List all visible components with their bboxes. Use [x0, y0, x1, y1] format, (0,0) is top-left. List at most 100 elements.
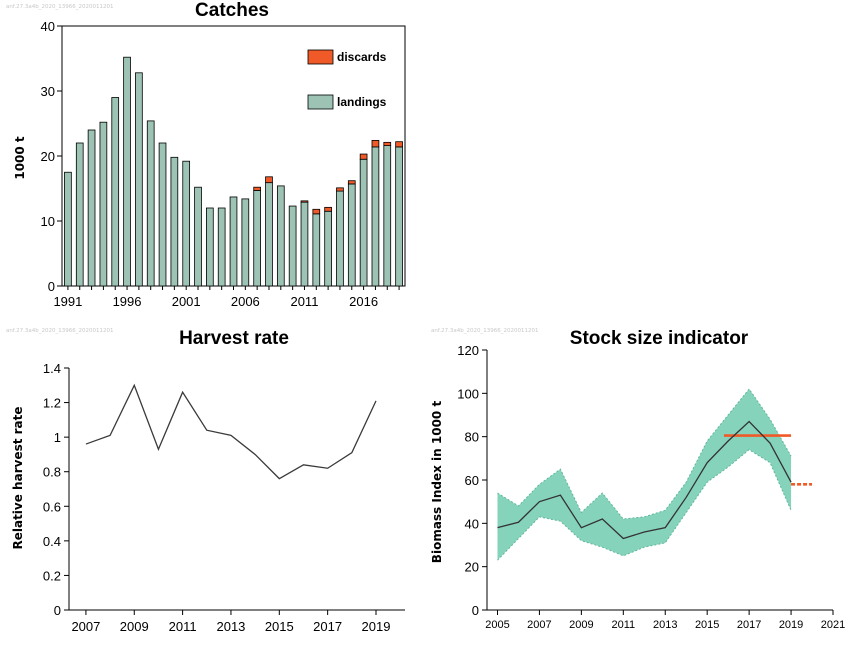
watermark: anf.27.3a4b_2020_13966_2020011201 — [6, 328, 113, 334]
y-tick-label: 80 — [465, 430, 479, 445]
bar-landings-2014 — [336, 190, 344, 287]
x-tick-label: 2006 — [231, 294, 260, 309]
legend-label-landings: landings — [337, 95, 387, 109]
harvest-rate-chart: anf.27.3a4b_2020_13966_2020011201 Harves… — [6, 328, 405, 634]
y-tick-label: 1 — [54, 430, 61, 445]
x-tick-label: 2007 — [527, 619, 551, 631]
bar-discards-2014 — [336, 187, 344, 192]
chart-title: Catches — [195, 0, 269, 21]
y-tick-label: 120 — [457, 343, 479, 358]
bar-landings-1999 — [158, 142, 167, 287]
y-tick-label: 0.6 — [43, 499, 61, 514]
y-tick-label: 20 — [465, 560, 479, 575]
y-axis-title: Biomass Index in 1000 t — [430, 401, 444, 564]
legend-label-discards: discards — [337, 50, 387, 64]
bar-landings-2005 — [229, 196, 238, 287]
chart-title: Harvest rate — [179, 328, 289, 349]
bar-landings-2008 — [265, 182, 273, 287]
x-tick-label: 2009 — [120, 619, 149, 634]
harvest-rate-line — [85, 383, 377, 480]
x-tick-label: 2021 — [821, 619, 845, 631]
x-tick-label: 2017 — [737, 619, 761, 631]
y-tick-label: 0 — [48, 279, 55, 294]
bar-discards-2018 — [383, 141, 392, 147]
bar-landings-1991 — [64, 171, 72, 287]
y-tick-label: 0.2 — [43, 568, 61, 583]
y-tick-label: 40 — [41, 19, 55, 34]
bar-landings-2011 — [300, 201, 309, 287]
x-tick-label: 2007 — [71, 619, 100, 634]
bar-landings-2015 — [347, 183, 356, 287]
x-tick-label: 2013 — [653, 619, 677, 631]
y-tick-label: 60 — [465, 473, 479, 488]
bar-landings-1997 — [135, 72, 143, 287]
plot-area: 0 0.2 0.4 0.6 0.8 1 1.2 1.4 2007 2009 2011 2013 2015… — [43, 361, 405, 634]
y-tick-label: 20 — [41, 149, 55, 164]
bar-landings-1995 — [111, 97, 120, 287]
bar-discards-2012 — [312, 208, 321, 215]
y-tick-label: 1.2 — [43, 396, 61, 411]
x-tick-label: 2019 — [779, 619, 803, 631]
bar-landings-1998 — [146, 120, 155, 287]
y-tick-label: 0 — [54, 603, 61, 618]
band-lower-edge — [497, 449, 792, 561]
bar-discards-2015 — [347, 180, 356, 185]
x-tick-label: 2013 — [216, 619, 245, 634]
y-tick-label: 10 — [41, 214, 55, 229]
bar-landings-1994 — [99, 121, 108, 287]
bar-landings-2004 — [217, 207, 226, 287]
catches-panel: anf.27.3a4b_2020_13966_2020011201 Catche… — [0, 0, 425, 320]
x-tick-label: 2016 — [349, 294, 378, 309]
legend-swatch-landings — [307, 94, 334, 110]
y-axis-title: 1000 t — [13, 136, 27, 180]
bar-landings-2002 — [194, 186, 202, 287]
x-tick-label: 2017 — [313, 619, 342, 634]
bar-discards-2019 — [395, 141, 403, 148]
bar-discards-2016 — [359, 153, 368, 160]
x-tick-label: 2005 — [485, 619, 509, 631]
catches-chart: anf.27.3a4b_2020_13966_2020011201 Catche… — [6, 0, 406, 309]
bar-landings-1992 — [75, 142, 84, 287]
stock-size-panel: anf.27.3a4b_2020_13966_2020011201 Stock … — [425, 320, 850, 650]
x-tick-label: 2019 — [362, 619, 391, 634]
bar-discards-2011 — [300, 200, 309, 203]
y-tick-label: 40 — [465, 516, 479, 531]
x-tick-label: 2009 — [569, 619, 593, 631]
y-tick-label: 1.4 — [43, 361, 61, 376]
y-tick-label: 30 — [41, 84, 55, 99]
x-tick-label: 2011 — [290, 294, 318, 309]
legend: discards landings — [307, 49, 387, 110]
watermark: anf.27.3a4b_2020_13966_2020011201 — [431, 328, 538, 334]
bar-landings-2018 — [383, 145, 392, 287]
bar-landings-1993 — [87, 129, 96, 287]
bar-landings-2010 — [288, 205, 297, 287]
bar-landings-2013 — [324, 210, 332, 287]
plot-area: 0 10 20 30 40 1991 1996 2001 2006 2011 2016 — [41, 19, 406, 309]
bar-landings-2009 — [276, 185, 285, 287]
y-tick-label: 0.8 — [43, 465, 61, 480]
bar-landings-2007 — [253, 190, 261, 287]
bar-landings-2012 — [312, 213, 321, 287]
bar-landings-2001 — [182, 160, 191, 287]
biomass-index-line — [497, 420, 792, 540]
bar-discards-2013 — [324, 206, 332, 212]
bar-discards-2008 — [265, 176, 273, 184]
x-tick-label: 1991 — [53, 294, 82, 309]
bar-discards-2017 — [371, 139, 380, 148]
legend-swatch-discards — [307, 49, 334, 65]
plot-area: 0 20 40 60 80 100 120 2005 2007 2009 2011 2013 2015 2… — [457, 343, 845, 631]
x-tick-label: 2015 — [695, 619, 719, 631]
bar-landings-2003 — [206, 207, 214, 287]
y-tick-label: 0.4 — [43, 534, 61, 549]
bar-landings-2016 — [359, 158, 368, 287]
bar-landings-2019 — [395, 146, 403, 287]
harvest-rate-panel: anf.27.3a4b_2020_13966_2020011201 Harves… — [0, 320, 425, 650]
confidence-band — [497, 389, 792, 561]
x-tick-label: 2001 — [172, 294, 201, 309]
stock-size-chart: anf.27.3a4b_2020_13966_2020011201 Stock … — [430, 328, 845, 631]
bar-landings-1996 — [123, 56, 131, 287]
bar-landings-2017 — [371, 146, 380, 287]
bar-discards-2007 — [253, 186, 261, 191]
y-tick-label: 100 — [457, 386, 479, 401]
x-tick-label: 1996 — [113, 294, 142, 309]
